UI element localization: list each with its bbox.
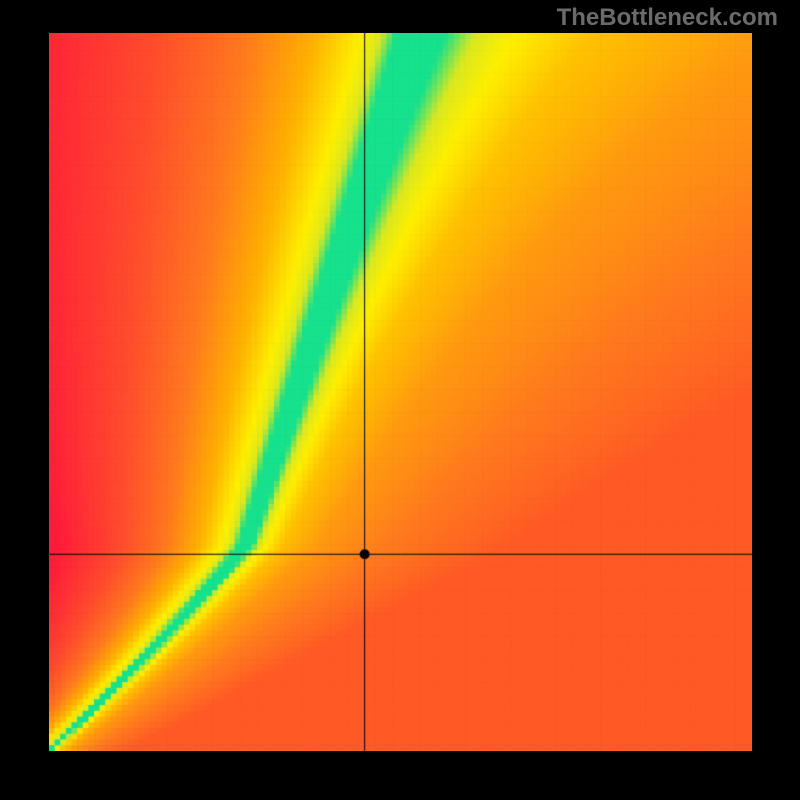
chart-container: TheBottleneck.com — [0, 0, 800, 800]
bottleneck-heatmap — [49, 33, 752, 751]
watermark-text: TheBottleneck.com — [557, 4, 778, 32]
